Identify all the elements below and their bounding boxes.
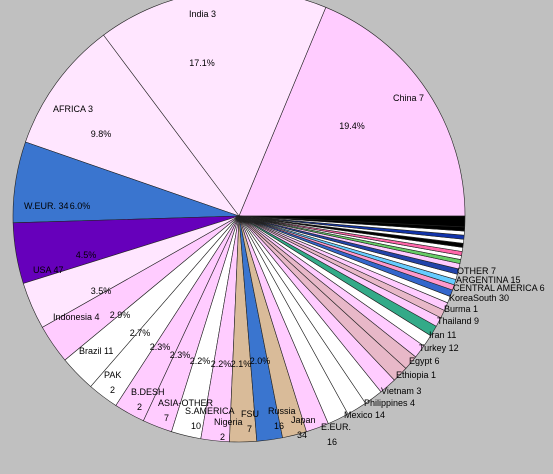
slice-label: Russia 16	[268, 406, 296, 431]
percent-label: 3.5%	[91, 286, 112, 296]
percent-label: 6.0%	[70, 201, 91, 211]
pie-slice-3	[25, 34, 240, 217]
slice-label: B.DESH 2	[131, 387, 165, 412]
percent-label: 2.2%	[211, 359, 232, 369]
percent-label: 2.9%	[110, 310, 131, 320]
slice-label: E.EUR. 16	[321, 422, 351, 447]
slice-label: Indonesia 4	[53, 312, 100, 322]
slice-label: Thailand 9	[437, 316, 479, 326]
slice-label: Iran 11	[429, 330, 456, 340]
pie-slices	[12, 0, 466, 443]
slice-label: USA 47	[33, 265, 64, 275]
slice-label: Brazil 11	[79, 346, 113, 356]
slice-label: Japan 34	[291, 415, 316, 440]
percent-label: 17.1%	[189, 58, 215, 68]
percent-label: 19.4%	[339, 121, 365, 131]
slice-label: AFRICA 3	[53, 104, 93, 114]
pie-slice-2	[103, 0, 327, 217]
slice-label: Vietnam 3	[381, 386, 421, 396]
slice-label: China 7	[393, 93, 424, 103]
slice-label: Ethiopia 1	[396, 370, 436, 380]
slice-label: S.AMERICA 10	[185, 406, 235, 431]
percent-label: 2.2%	[190, 356, 211, 366]
slice-label: ARGENTINA 15	[456, 275, 521, 285]
percent-label: 2.7%	[130, 328, 151, 338]
slice-label: FSU 7	[241, 409, 259, 434]
percent-label: 2.1%	[231, 359, 252, 369]
percent-labels: 19.4%17.1%9.8%6.0%4.5%3.5%2.9%2.7%2.3%2.…	[70, 58, 365, 369]
slice-label: KoreaSouth 30	[449, 293, 509, 303]
percent-label: 9.8%	[91, 129, 112, 139]
percent-label: 2.3%	[150, 342, 171, 352]
slice-label: Mexico 14	[344, 410, 385, 420]
slice-label: India 3	[189, 9, 216, 19]
slice-label: Nigeria 2	[214, 417, 243, 442]
slice-labels: China 7 India 3 AFRICA 3 W.EUR. 34 USA 47 Ind…	[24, 9, 545, 447]
slice-label: PAK 2	[104, 370, 121, 395]
slice-label: Philippines 4	[364, 398, 415, 408]
percent-label: 4.5%	[76, 250, 97, 260]
pie-slice-46	[238, 215, 466, 228]
slice-label: Turkey 12	[419, 343, 459, 353]
percent-label: 2.0%	[250, 356, 271, 366]
slice-label: ASIA-OTHER 7	[158, 398, 214, 423]
percent-label: 2.3%	[170, 350, 191, 360]
pie-slice-1	[238, 6, 466, 217]
slice-label: CENTRAL AMERICA 6	[453, 283, 545, 293]
slice-label: Burma 1	[444, 304, 478, 314]
slice-label: OTHER 7	[457, 266, 496, 276]
slice-label: Egypt 6	[409, 356, 440, 366]
slice-label: W.EUR. 34	[24, 201, 69, 211]
